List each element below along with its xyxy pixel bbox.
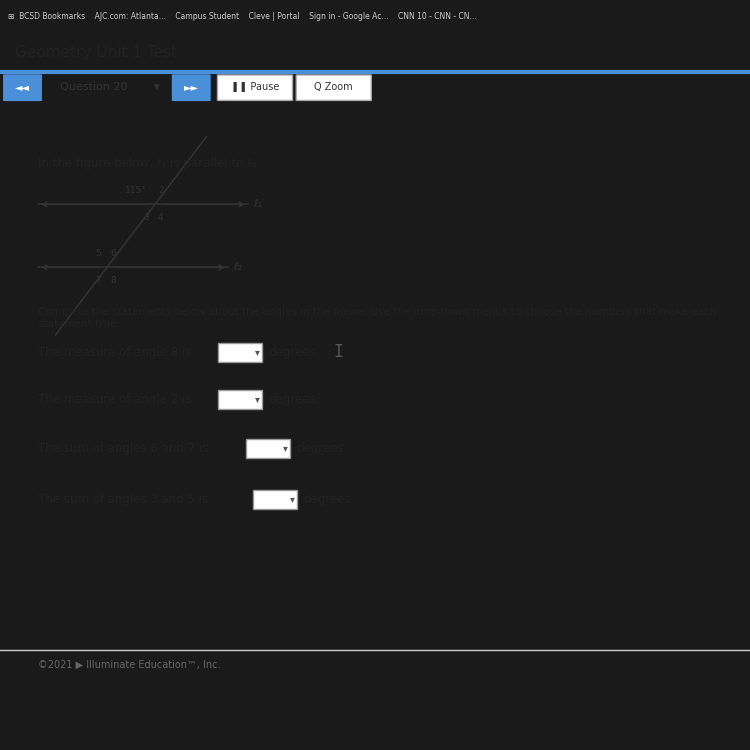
Text: ▾: ▾ — [290, 494, 295, 505]
Text: ℓ₂: ℓ₂ — [233, 262, 242, 272]
Text: Q Zoom: Q Zoom — [314, 82, 353, 92]
Text: 2: 2 — [158, 186, 164, 195]
Text: 7: 7 — [95, 276, 101, 285]
Text: 115°: 115° — [125, 186, 147, 195]
Bar — [218, 390, 262, 409]
Text: In the figure below, ℓ₁ is parallel to ℓ₂.: In the figure below, ℓ₁ is parallel to ℓ… — [38, 158, 260, 170]
Text: ◄◄: ◄◄ — [15, 82, 30, 92]
FancyBboxPatch shape — [172, 75, 210, 100]
Text: Complete the statements below about the angles in the figure. Use the drop-down : Complete the statements below about the … — [38, 308, 716, 329]
Text: ▾: ▾ — [255, 394, 260, 404]
Text: 8: 8 — [110, 276, 116, 285]
Text: The measure of angle 2 is: The measure of angle 2 is — [38, 393, 191, 406]
Text: ©2021 ▶ Illuminate Education™, Inc.: ©2021 ▶ Illuminate Education™, Inc. — [38, 659, 220, 670]
Text: ⊞  BCSD Bookmarks    AJC.com: Atlanta...    Campus Student    Cleve | Portal    : ⊞ BCSD Bookmarks AJC.com: Atlanta... Cam… — [8, 13, 476, 22]
Text: ❚❚ Pause: ❚❚ Pause — [231, 82, 279, 92]
Text: 3: 3 — [143, 213, 149, 222]
Text: The sum of angles 6 and 7 is: The sum of angles 6 and 7 is — [38, 442, 209, 455]
FancyBboxPatch shape — [296, 75, 371, 100]
Text: I: I — [333, 344, 343, 362]
Text: The measure of angle 8 is: The measure of angle 8 is — [38, 346, 191, 358]
Text: ►►: ►► — [184, 82, 199, 92]
Text: ▾: ▾ — [154, 82, 159, 92]
Text: degrees.: degrees. — [268, 393, 320, 406]
Text: degrees.: degrees. — [268, 346, 320, 358]
FancyBboxPatch shape — [217, 75, 292, 100]
Text: degrees.: degrees. — [296, 442, 347, 455]
Text: The sum of angles 3 and 5 is: The sum of angles 3 and 5 is — [38, 493, 208, 506]
Text: Question 20: Question 20 — [60, 82, 128, 92]
Text: 5: 5 — [95, 249, 101, 258]
Bar — [253, 490, 297, 509]
FancyBboxPatch shape — [4, 75, 41, 100]
Bar — [246, 439, 290, 458]
Bar — [218, 343, 262, 362]
Text: Geometry Unit 1 Test: Geometry Unit 1 Test — [15, 45, 177, 60]
Text: ℓ₁: ℓ₁ — [253, 200, 262, 209]
Text: ▾: ▾ — [255, 347, 260, 357]
Text: degrees.: degrees. — [303, 493, 354, 506]
Text: ▾: ▾ — [283, 443, 288, 454]
Text: 6: 6 — [110, 249, 116, 258]
Text: 4: 4 — [158, 213, 164, 222]
